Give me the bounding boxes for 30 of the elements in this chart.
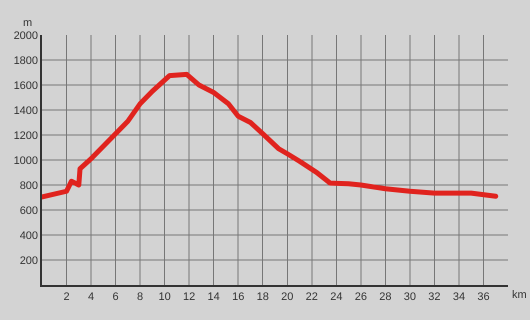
x-tick-label: 2 (63, 290, 70, 303)
x-tick-label: 8 (137, 290, 144, 303)
y-axis-title: m (23, 17, 32, 29)
x-tick-label: 30 (404, 290, 416, 303)
x-tick-label: 28 (379, 290, 392, 303)
y-tick-label: 800 (20, 180, 38, 192)
x-tick-label: 6 (112, 290, 119, 303)
x-tick-label: 4 (88, 290, 94, 303)
x-tick-label: 34 (452, 290, 466, 303)
x-tick-label: 18 (256, 290, 269, 303)
x-tick-label: 26 (354, 290, 367, 303)
y-tick-label: 400 (20, 230, 38, 242)
y-tick-label: 1000 (14, 154, 38, 167)
y-tick-label: 1800 (14, 54, 38, 67)
x-tick-label: 24 (330, 290, 342, 303)
x-tick-label: 16 (232, 290, 244, 303)
x-tick-label: 20 (281, 290, 294, 303)
x-tick-label: 14 (208, 290, 220, 303)
y-tick-label: 1200 (14, 130, 38, 142)
x-tick-label: 36 (477, 290, 490, 303)
x-tick-label: 32 (428, 290, 441, 303)
y-tick-label: 600 (20, 204, 38, 217)
y-tick-label: 1600 (14, 80, 38, 92)
x-tick-label: 22 (306, 290, 318, 303)
y-tick-label: 1400 (14, 104, 38, 117)
x-axis-title: km (512, 289, 527, 301)
x-tick-label: 12 (183, 290, 196, 303)
y-tick-label: 200 (20, 254, 38, 267)
y-tick-label: 2000 (14, 30, 38, 42)
x-tick-label: 10 (158, 290, 171, 303)
